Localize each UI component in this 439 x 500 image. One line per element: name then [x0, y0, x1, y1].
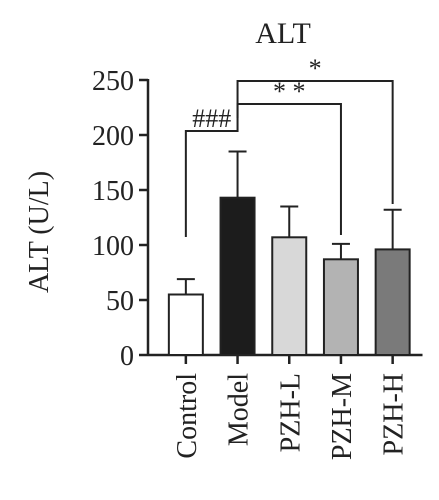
y-tick-label: 150 [92, 176, 134, 207]
bar-pzh-m [322, 258, 359, 356]
y-ticks: 0 50 100 150 200 250 [92, 66, 148, 372]
chart-title: ALT [255, 17, 311, 50]
y-tick-label: 250 [92, 66, 134, 97]
significance-bracket [184, 118, 239, 237]
significance-label: * [309, 54, 322, 83]
x-tick-label: Model [224, 373, 255, 446]
bar-pzh-h [374, 248, 411, 356]
y-axis-label: ALT (U/L) [24, 171, 55, 293]
bar-control [167, 293, 204, 356]
x-tick-label: PZH-L [275, 373, 306, 452]
category-labels: Control Model PZH-L PZH-M PZH-H [172, 355, 410, 460]
x-tick-label: PZH-H [379, 373, 410, 455]
bars [167, 150, 411, 356]
bar-pzh-l [271, 236, 308, 356]
significance-brackets: ###* ** [184, 54, 394, 237]
bar-model [219, 196, 256, 356]
significance-label: ### [192, 104, 231, 133]
x-tick-label: Control [172, 373, 203, 459]
y-tick-label: 0 [120, 341, 134, 372]
y-tick-label: 200 [92, 121, 134, 152]
x-tick-label: PZH-M [327, 373, 358, 460]
significance-bracket [236, 80, 394, 204]
y-tick-label: 100 [92, 231, 134, 262]
y-tick-label: 50 [106, 286, 134, 317]
